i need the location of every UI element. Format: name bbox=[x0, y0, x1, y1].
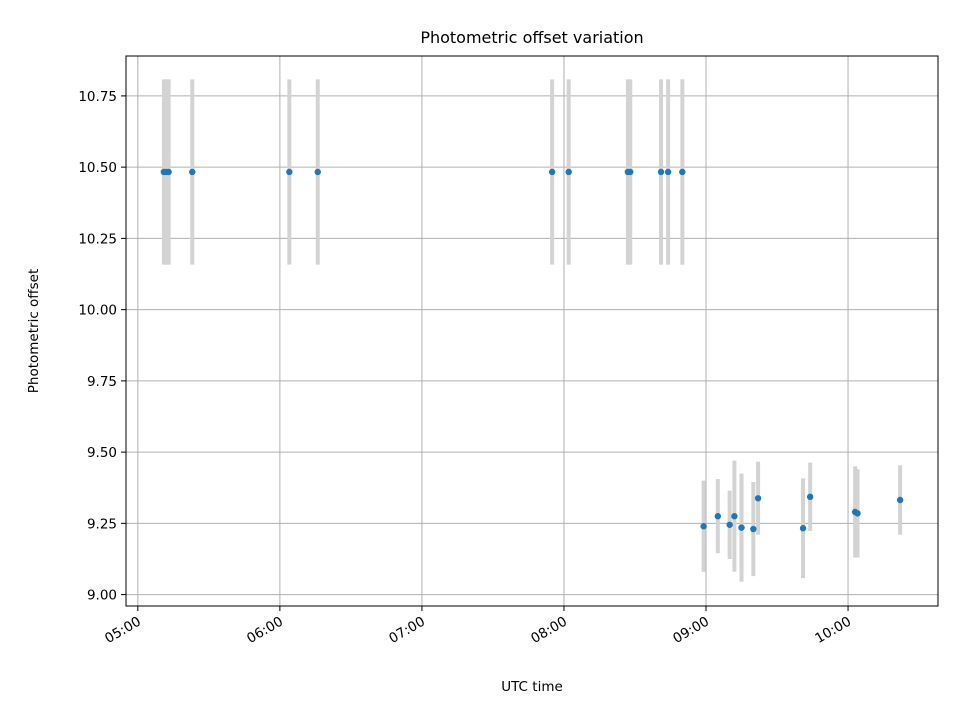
grid-layer bbox=[126, 56, 938, 606]
x-tick-label: 10:00 bbox=[812, 614, 854, 647]
x-axis-label: UTC time bbox=[501, 679, 563, 695]
data-point bbox=[738, 524, 745, 531]
data-point bbox=[286, 168, 293, 176]
data-point bbox=[548, 168, 556, 176]
point-layer bbox=[160, 168, 904, 533]
data-point bbox=[750, 525, 757, 533]
y-tick-label: 10.50 bbox=[78, 160, 117, 176]
data-point bbox=[189, 168, 196, 176]
data-point bbox=[731, 513, 738, 520]
data-point bbox=[165, 168, 172, 176]
data-point bbox=[754, 495, 762, 502]
data-point bbox=[726, 521, 733, 528]
data-point bbox=[714, 513, 722, 520]
x-tick-label: 06:00 bbox=[244, 614, 286, 647]
y-tick-label: 9.00 bbox=[87, 588, 117, 604]
data-point bbox=[854, 510, 861, 517]
data-point bbox=[896, 496, 904, 504]
data-point bbox=[664, 168, 672, 176]
x-tick-label: 07:00 bbox=[386, 614, 428, 647]
data-point bbox=[627, 168, 634, 176]
data-point bbox=[679, 168, 686, 176]
y-axis-label: Photometric offset bbox=[26, 269, 42, 393]
x-tick-label: 08:00 bbox=[528, 614, 570, 647]
y-tick-label: 9.75 bbox=[87, 374, 117, 390]
errorbar-layer bbox=[161, 79, 903, 582]
chart-title: Photometric offset variation bbox=[420, 28, 643, 47]
data-point bbox=[314, 168, 321, 176]
y-tick-label: 10.00 bbox=[78, 303, 117, 319]
plot-frame bbox=[125, 55, 939, 607]
y-tick-label: 10.25 bbox=[78, 231, 117, 247]
data-point bbox=[700, 523, 707, 530]
y-tick-label: 9.50 bbox=[87, 445, 117, 461]
data-point bbox=[806, 493, 814, 501]
y-tick-label: 9.25 bbox=[87, 516, 117, 532]
x-tick-label: 05:00 bbox=[102, 614, 144, 647]
x-tick-label: 09:00 bbox=[670, 614, 712, 647]
y-tick-label: 10.75 bbox=[78, 89, 117, 105]
data-point bbox=[657, 168, 665, 176]
data-point bbox=[565, 168, 572, 176]
data-point bbox=[799, 525, 807, 532]
